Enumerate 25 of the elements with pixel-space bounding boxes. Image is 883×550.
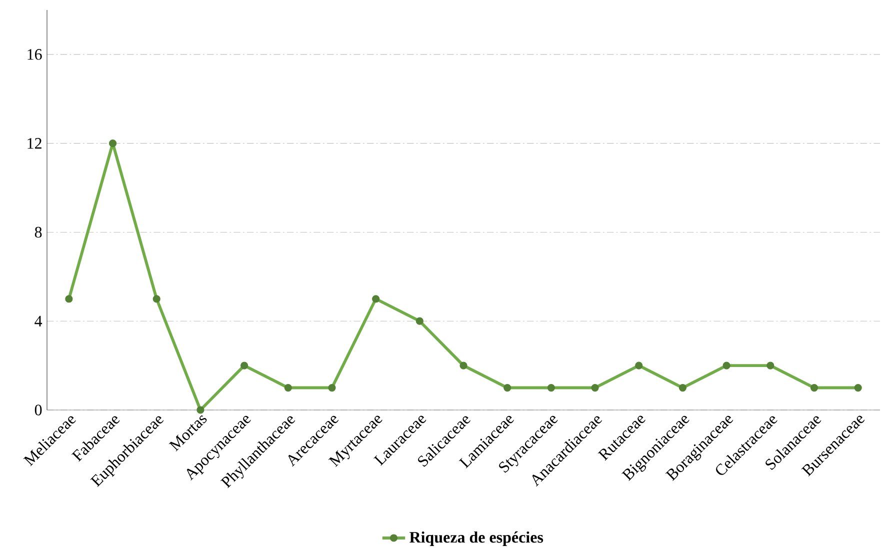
y-tick-label: 8 (34, 226, 42, 238)
point (504, 384, 512, 392)
legend-label: Riqueza de espécies (410, 531, 544, 546)
point (196, 406, 204, 414)
point (108, 140, 117, 148)
point (854, 384, 862, 392)
point (328, 384, 336, 392)
y-tick-label: 0 (34, 404, 42, 416)
point (591, 384, 599, 392)
point (766, 362, 774, 370)
y-tick-label: 4 (34, 316, 42, 326)
point (547, 384, 555, 392)
point (152, 295, 160, 303)
point (65, 295, 73, 303)
point (678, 384, 687, 392)
point (284, 384, 292, 392)
y-tick-label: 12 (28, 138, 42, 149)
point (722, 362, 730, 370)
point (460, 362, 468, 370)
point (635, 362, 643, 370)
point (416, 317, 424, 325)
y-tick-label: 16 (28, 49, 42, 60)
point (372, 295, 380, 303)
point (240, 362, 248, 370)
point (810, 384, 818, 392)
